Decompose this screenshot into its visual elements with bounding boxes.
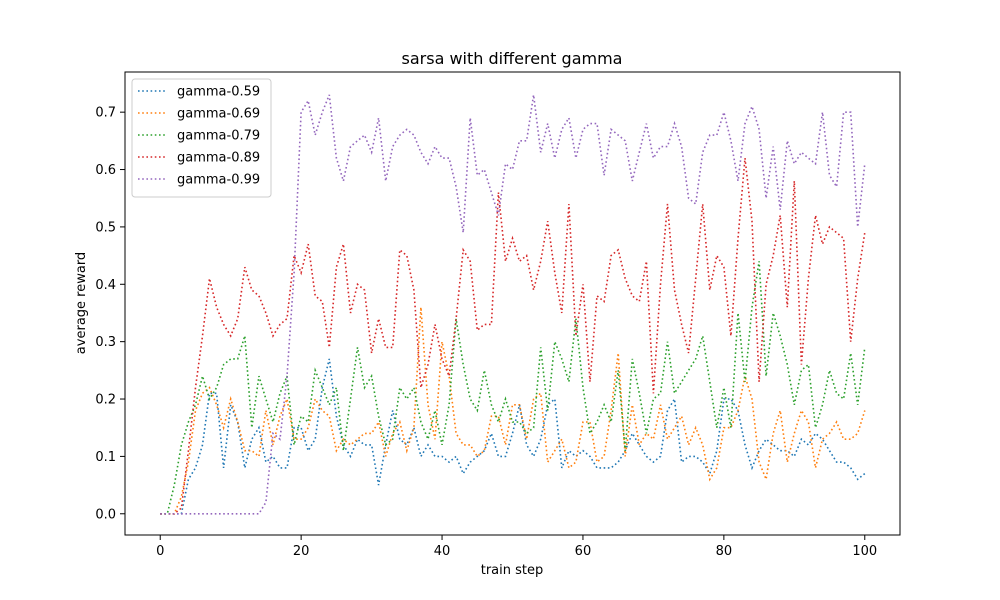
legend-box: [131, 78, 272, 198]
x-tick-label: 60: [575, 544, 592, 559]
y-tick-label: 0.7: [95, 106, 116, 121]
y-tick-label: 0.5: [95, 220, 116, 235]
series-line-0: [160, 358, 866, 515]
y-axis: 0.0 0.1 0.2 0.3 0.4 0.5 0.6 0.7: [95, 106, 125, 522]
y-tick-label: 0.2: [95, 393, 116, 408]
series-line-3: [160, 158, 866, 515]
legend-label-2: gamma-0.79: [177, 129, 260, 144]
y-tick-label: 0.4: [95, 278, 116, 293]
chart-title: sarsa with different gamma: [402, 49, 623, 68]
legend-label-4: gamma-0.99: [177, 173, 260, 188]
x-tick-label: 20: [293, 544, 310, 559]
legend-label-1: gamma-0.69: [177, 107, 260, 122]
x-axis: 0 20 40 60 80 100: [156, 535, 877, 559]
legend-label-3: gamma-0.89: [177, 151, 260, 166]
x-tick-label: 40: [434, 544, 451, 559]
y-tick-label: 0.1: [95, 450, 116, 465]
legend: gamma-0.59 gamma-0.69 gamma-0.79 gamma-0.89…: [131, 78, 272, 198]
y-axis-label: average reward: [74, 252, 89, 354]
y-tick-label: 0.6: [95, 163, 116, 178]
series-line-1: [160, 307, 866, 515]
y-tick-label: 0.3: [95, 335, 116, 350]
y-tick-label: 0.0: [95, 507, 116, 522]
plot-frame: [124, 71, 901, 536]
x-tick-label: 100: [852, 544, 877, 559]
x-axis-label: train step: [481, 563, 544, 578]
x-tick-label: 0: [156, 544, 164, 559]
series-line-2: [160, 261, 866, 515]
legend-label-0: gamma-0.59: [177, 85, 260, 100]
plot-lines: [160, 94, 866, 515]
x-tick-label: 80: [716, 544, 733, 559]
